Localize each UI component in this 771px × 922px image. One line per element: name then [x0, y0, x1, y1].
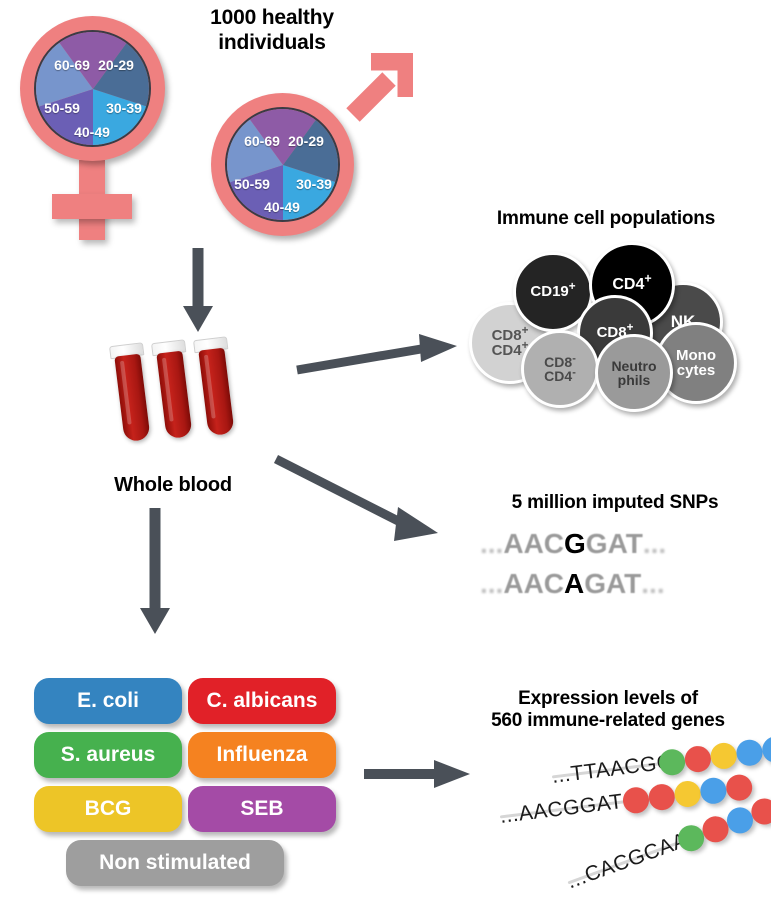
snp-prefix: ... [480, 528, 504, 559]
immune-cell-title: Immune cell populations [496, 208, 716, 229]
cell-sup1: + [626, 321, 634, 335]
strand-bead [683, 744, 713, 774]
stimulus-bcg[interactable]: BCG [34, 786, 182, 832]
snp-row: ...AACAGAT... [480, 568, 665, 600]
cohort-title-line2: individuals [218, 30, 326, 54]
strand-sequence: ...CACGCAA [563, 828, 691, 894]
arrow-blood-to-snps [273, 454, 438, 541]
immune-cell-cd8n-cd4n: CD8- CD4- [521, 330, 599, 408]
strand-bead [647, 782, 677, 812]
pie-label-40-49: 40-49 [74, 124, 110, 140]
snp-right: GAT [585, 528, 643, 559]
snp-variant: A [564, 568, 585, 599]
snp-row: ...AACGGAT... [480, 528, 666, 560]
cell-label-line1: CD19 [530, 283, 569, 301]
strand-sequence: ...AACGGAT [498, 790, 625, 828]
snp-suffix: ... [641, 568, 665, 599]
whole-blood-label: Whole blood [114, 474, 232, 496]
pie-label-20-29: 20-29 [98, 57, 134, 73]
whole-blood-tubes [109, 336, 240, 450]
cell-sup1: + [521, 323, 529, 337]
arrow-blood-to-immune-cells [296, 334, 457, 375]
cell-label-line2: phils [617, 372, 651, 388]
snp-right: GAT [584, 568, 642, 599]
female-symbol-crossbar [52, 194, 132, 219]
expression-title: Expression levels of 560 immune-related … [452, 688, 764, 733]
strand-bead [698, 776, 728, 806]
male-gender-symbol: 20-29 30-39 40-49 50-59 60-69 [205, 53, 413, 245]
female-age-pie: 20-29 30-39 40-49 50-59 60-69 [34, 30, 151, 147]
cell-label-line1: CD4 [612, 275, 645, 293]
arrow-down-blood-to-stimuli [140, 508, 170, 634]
strand-bead [709, 741, 739, 771]
immune-cell-neutrophils: Neutro phils [595, 334, 673, 412]
pie-label-60-69: 60-69 [244, 133, 280, 149]
cell-sup2: - [572, 366, 576, 379]
cell-label-line1: Mono [676, 346, 716, 364]
male-symbol-arrow [346, 53, 413, 122]
pie-label-20-29: 20-29 [288, 133, 324, 149]
male-age-pie: 20-29 30-39 40-49 50-59 60-69 [225, 107, 340, 222]
strand-bead [735, 738, 765, 768]
snp-left: AAC [503, 568, 565, 599]
snp-variant: G [564, 528, 586, 559]
expression-title-line1: Expression levels of [518, 688, 698, 709]
pie-label-50-59: 50-59 [44, 100, 80, 116]
cell-sup1: + [568, 280, 576, 294]
cell-label-line1: CD8 [544, 353, 573, 370]
cell-sup2: + [521, 339, 529, 352]
immune-cell-cluster: CD8+ CD4+ NK CD19+ CD4+ CD8+ Mono cytes … [455, 240, 755, 415]
cell-label-line1: Neutro [611, 357, 657, 374]
stimulus-s-aureus[interactable]: S. aureus [34, 732, 182, 778]
stimulus-e-coli[interactable]: E. coli [34, 678, 182, 724]
strand-bead [724, 773, 754, 803]
stimulus-seb[interactable]: SEB [188, 786, 336, 832]
arrow-down-cohort-to-blood [183, 248, 213, 332]
pie-label-50-59: 50-59 [234, 176, 270, 192]
strand-bead [760, 735, 771, 765]
cell-label-line2: CD4 [544, 368, 573, 384]
strand-bead [621, 785, 651, 815]
arrow-stimuli-to-expression [364, 760, 470, 788]
cohort-title-line1: 1000 healthy [210, 6, 334, 29]
pie-label-30-39: 30-39 [106, 100, 142, 116]
snp-prefix: ... [480, 568, 504, 599]
snp-left: AAC [503, 528, 565, 559]
pie-label-40-49: 40-49 [264, 199, 300, 215]
cell-sup1: + [644, 271, 652, 286]
gene-expression-strands: ...TTAACGG ...AACGGAT ...CACGCAA [470, 735, 771, 915]
cell-label-line2: CD4 [491, 342, 522, 359]
stimuli-panel: E. coli C. albicans S. aureus Influenza … [34, 678, 344, 893]
snp-sequences: ...AACGGAT... ...AACAGAT... [480, 528, 750, 618]
cell-label-line2: cytes [676, 362, 716, 379]
snp-suffix: ... [642, 528, 667, 559]
expression-title-line2: 560 immune-related genes [491, 710, 725, 732]
stimulus-non-stimulated[interactable]: Non stimulated [66, 840, 284, 886]
female-gender-symbol: 20-29 30-39 40-49 50-59 60-69 [12, 12, 192, 242]
cell-label-line1: CD8 [491, 326, 522, 344]
cell-sup1: - [572, 352, 576, 365]
stimulus-c-albicans[interactable]: C. albicans [188, 678, 336, 724]
pie-label-60-69: 60-69 [54, 57, 90, 73]
snp-title: 5 million imputed SNPs [511, 492, 719, 513]
cohort-title: 1000 healthy individuals [172, 6, 372, 56]
stimulus-influenza[interactable]: Influenza [188, 732, 336, 778]
pie-label-30-39: 30-39 [296, 176, 332, 192]
strand-bead [673, 779, 703, 809]
